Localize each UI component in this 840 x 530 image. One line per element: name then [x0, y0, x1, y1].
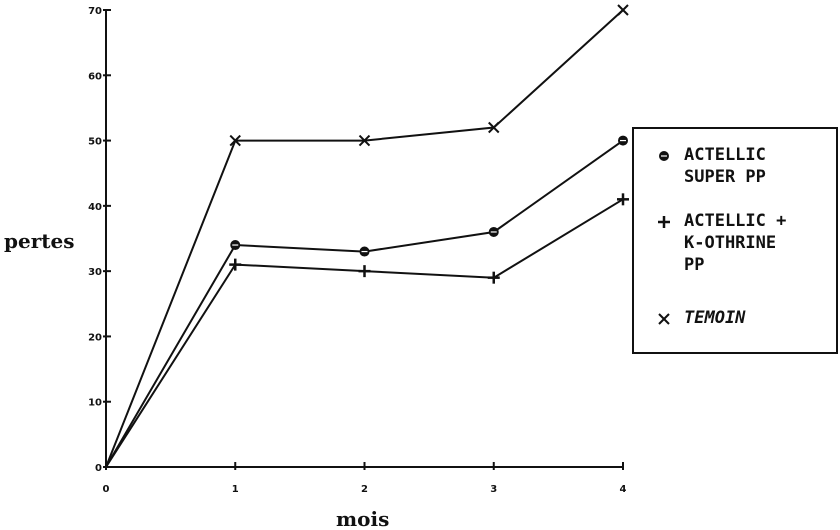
- data-point-plus: [229, 258, 242, 271]
- legend-marker-plus: [658, 216, 670, 228]
- data-point-cross: [617, 4, 629, 16]
- legend-marker-cross: [658, 313, 670, 325]
- axes: [105, 10, 623, 468]
- ticks: 0 10 20 30 40 50 60 70 0 1 2 3 4: [88, 6, 626, 495]
- x-tick-label: 3: [490, 484, 497, 495]
- legend-label: ACTELLIC: [684, 145, 766, 165]
- y-tick-label: 10: [88, 398, 102, 409]
- data-point-plus: [358, 265, 371, 278]
- data-point-plus: [487, 271, 500, 284]
- legend-marker-filled-circle: [659, 151, 669, 161]
- data-point-cross: [229, 134, 241, 147]
- x-tick-label: 4: [620, 484, 627, 495]
- y-tick-label: 20: [88, 332, 102, 343]
- x-tick-label: 2: [361, 484, 368, 495]
- legend-label: TEMOIN: [684, 308, 746, 328]
- y-tick-label: 40: [88, 202, 102, 213]
- y-tick-label: 70: [88, 6, 102, 17]
- legend-label: PP: [684, 255, 704, 275]
- series-group: [105, 4, 629, 468]
- data-point-filled-circle: [488, 226, 499, 237]
- data-point-cross: [358, 134, 371, 147]
- legend-label: ACTELLIC +: [684, 211, 786, 231]
- y-tick-label: 50: [88, 137, 102, 148]
- data-point-cross: [488, 121, 500, 134]
- data-point-plus: [617, 193, 629, 206]
- x-tick-label: 0: [103, 484, 110, 495]
- legend-label: SUPER PP: [684, 167, 766, 187]
- y-axis-title: pertes: [4, 229, 74, 253]
- data-point-filled-circle: [359, 246, 370, 257]
- y-tick-label: 60: [88, 71, 102, 82]
- x-axis-title: mois: [336, 507, 389, 530]
- data-point-filled-circle: [230, 240, 241, 251]
- x-tick-label: 1: [232, 484, 239, 495]
- y-tick-label: 30: [88, 267, 102, 278]
- series-line-1: [105, 139, 624, 468]
- y-tick-label: 0: [95, 463, 102, 474]
- data-point-filled-circle: [618, 135, 628, 146]
- legend-label: K-OTHRINE: [684, 233, 776, 253]
- series-line-3: [105, 9, 624, 468]
